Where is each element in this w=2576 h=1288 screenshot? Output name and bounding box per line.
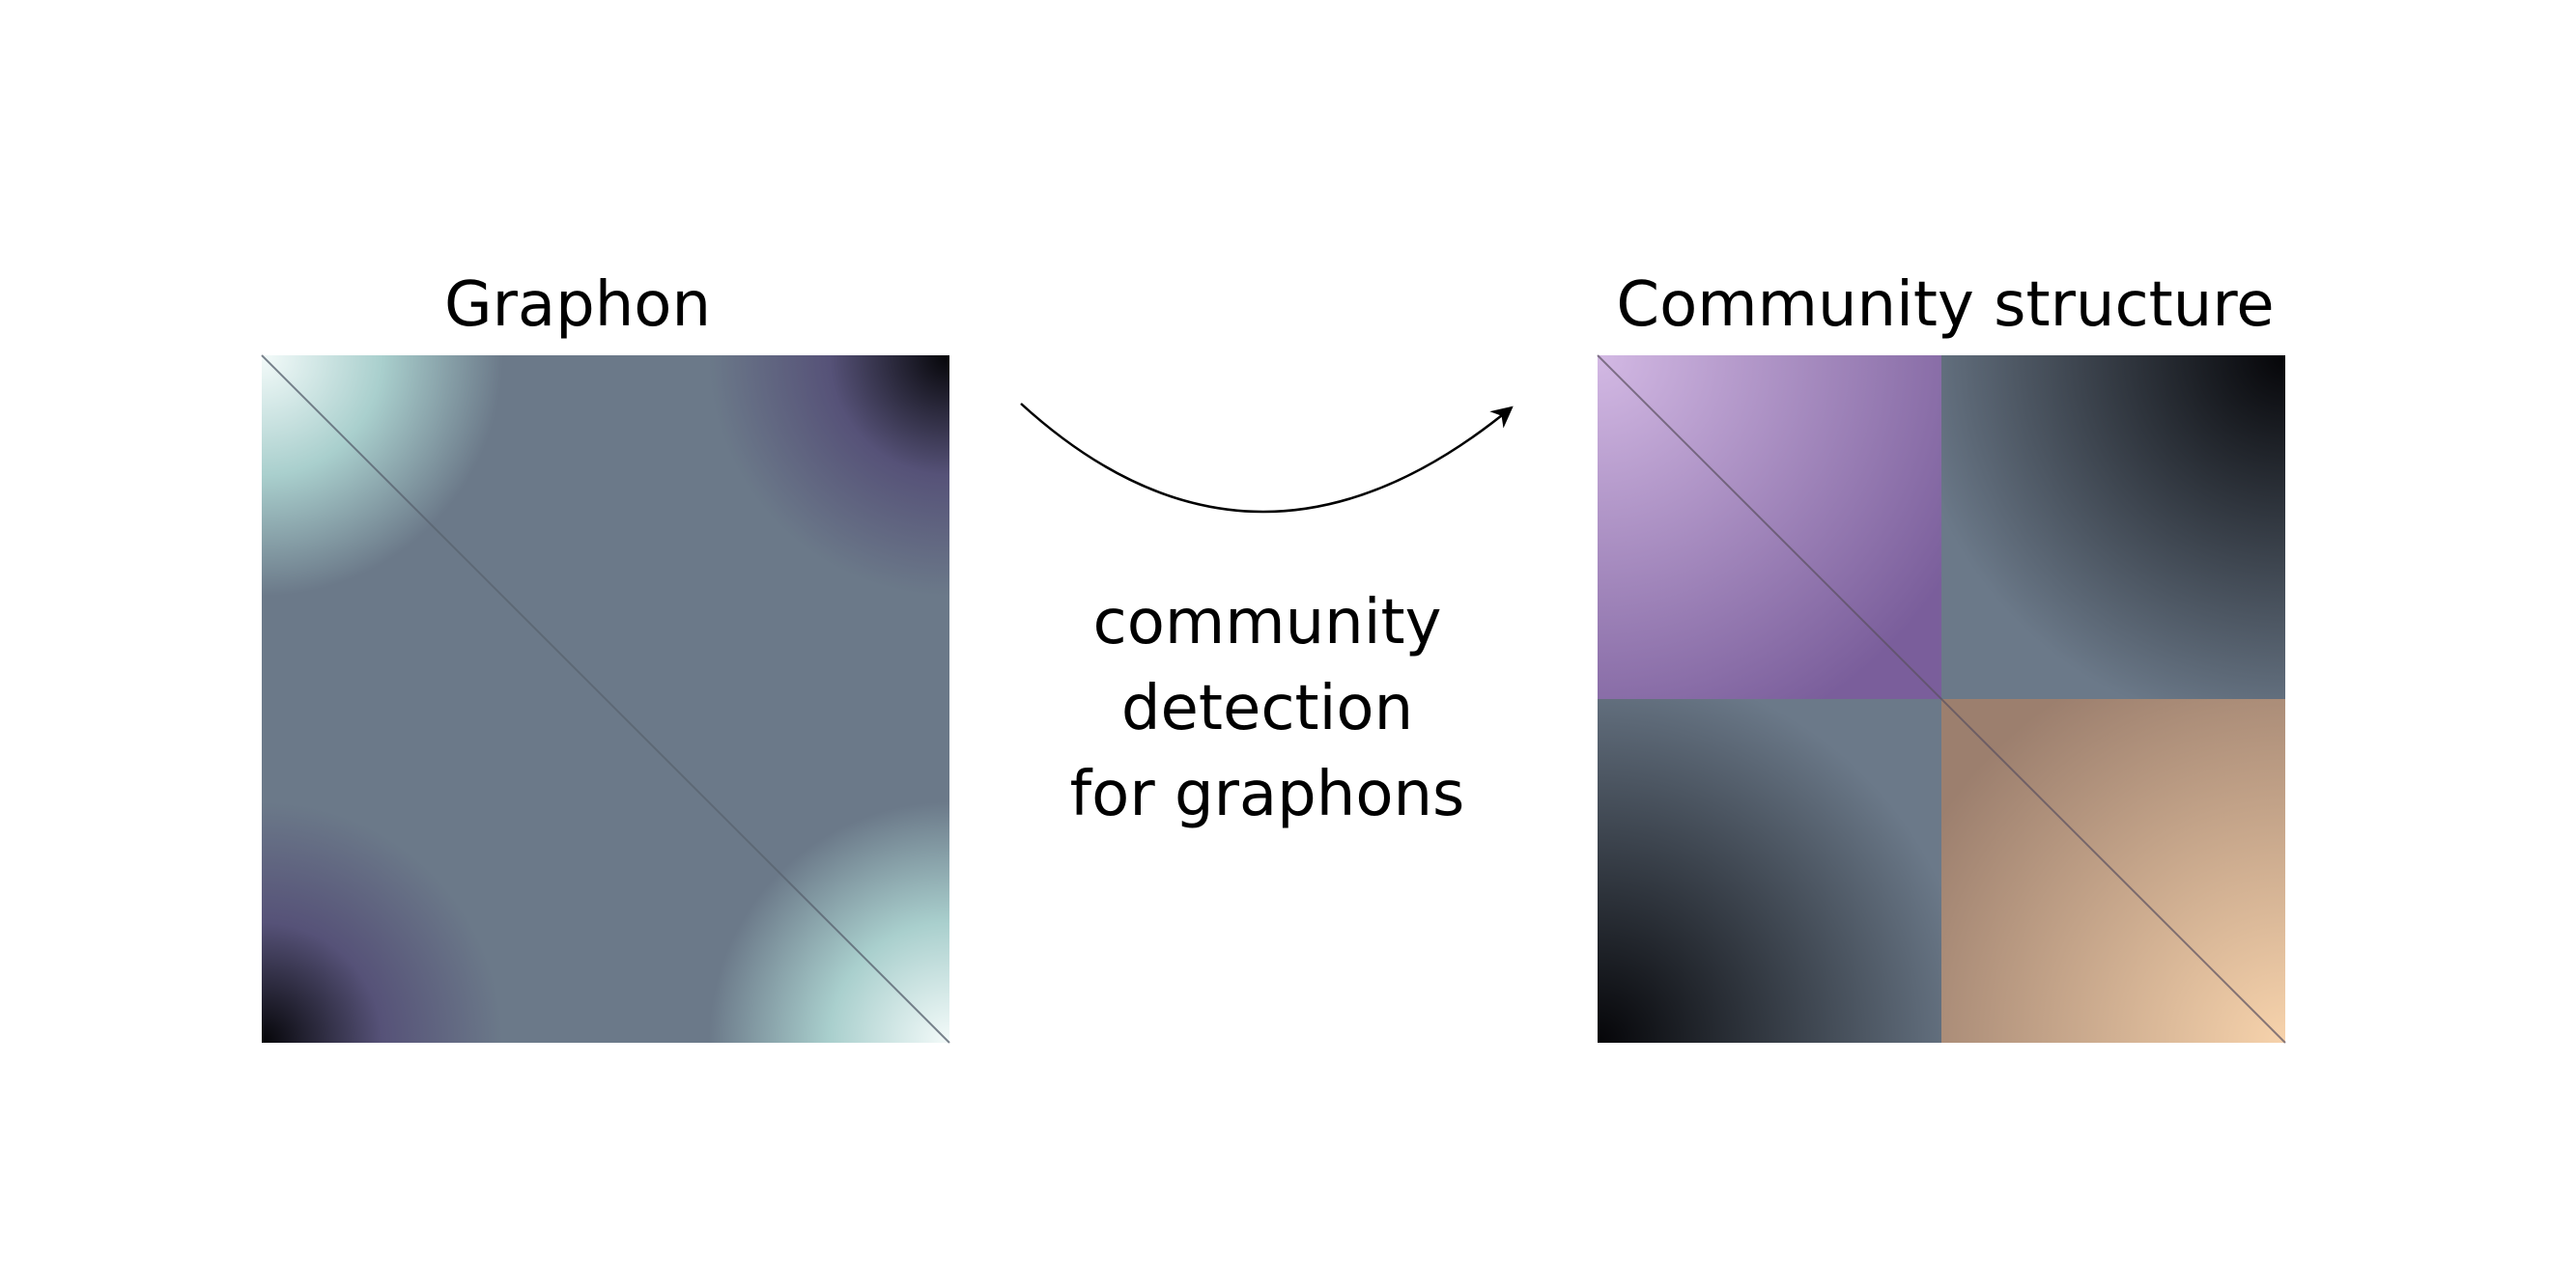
graphon-title: Graphon <box>444 269 711 341</box>
graphon-panel: Graphon <box>261 269 950 1044</box>
transform-arrow-group: community detection for graphons <box>1020 403 1514 830</box>
graphon-quadrant-top-right <box>606 355 949 699</box>
community-heatmap <box>1597 354 2286 1044</box>
curved-arrow-icon <box>1020 403 1514 514</box>
community-diagonal <box>1597 354 2286 1044</box>
graphon-quadrant-bottom-left <box>262 699 606 1043</box>
community-panel: Community structure <box>1597 269 2286 1044</box>
community-block-bottom-left <box>1598 699 1941 1043</box>
graphon-diagonal <box>261 354 950 1044</box>
community-block-top-right <box>1941 355 2285 699</box>
caption-line-2: detection <box>1121 673 1413 744</box>
caption-line-3: for graphons <box>1070 759 1465 830</box>
community-title: Community structure <box>1616 269 2274 341</box>
graphon-heatmap <box>261 354 950 1044</box>
caption-line-1: community <box>1093 587 1442 658</box>
